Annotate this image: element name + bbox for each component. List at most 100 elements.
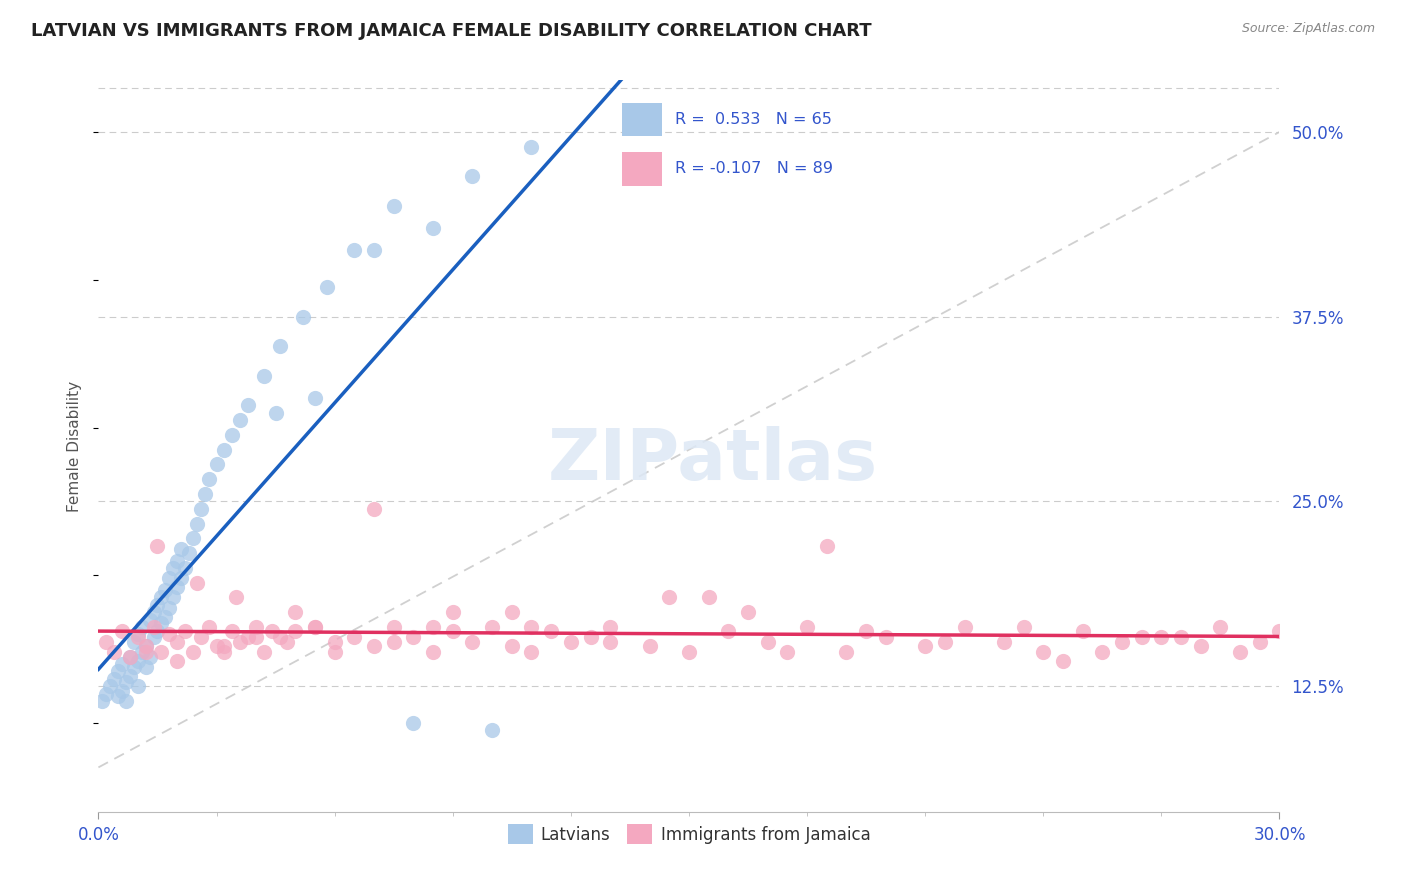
Point [1071,624,1094,639]
Point [756,634,779,648]
Point [599,620,621,634]
Point [162,591,184,605]
Point [1111,634,1133,648]
Point [91,694,114,708]
Point [236,631,259,645]
Point [717,624,740,639]
Point [540,624,562,639]
Point [157,571,180,585]
Point [260,624,283,639]
Point [461,169,484,184]
Point [776,645,799,659]
Point [181,645,204,659]
Point [146,539,169,553]
Point [579,631,602,645]
Point [363,639,385,653]
Point [214,645,236,659]
Point [402,631,425,645]
Point [402,716,425,731]
Point [1130,631,1153,645]
Point [815,539,838,553]
Text: Source: ZipAtlas.com: Source: ZipAtlas.com [1241,22,1375,36]
Point [135,639,157,653]
Point [96,686,118,700]
Point [284,605,307,619]
Point [1268,624,1291,639]
Point [382,199,405,213]
Point [1091,645,1114,659]
Point [115,694,138,708]
Point [111,683,134,698]
Point [166,580,188,594]
Point [170,541,193,556]
Legend: Latvians, Immigrants from Jamaica: Latvians, Immigrants from Jamaica [501,817,877,851]
Point [205,639,228,653]
Point [118,669,141,683]
Point [441,624,464,639]
Point [118,649,141,664]
Text: LATVIAN VS IMMIGRANTS FROM JAMAICA FEMALE DISABILITY CORRELATION CHART: LATVIAN VS IMMIGRANTS FROM JAMAICA FEMAL… [31,22,872,40]
Point [422,620,444,634]
Point [186,516,208,531]
Point [142,631,165,645]
Point [284,624,307,639]
Point [194,487,217,501]
Point [155,609,177,624]
Point [382,634,405,648]
Point [190,631,212,645]
Point [96,634,118,648]
Point [461,634,484,648]
Point [422,221,444,235]
Point [315,280,337,294]
Point [225,591,247,605]
Point [111,624,134,639]
Point [150,615,173,630]
Point [1150,631,1173,645]
Point [560,634,582,648]
Point [107,665,129,679]
Point [323,634,346,648]
Point [131,620,153,634]
Point [1170,631,1192,645]
Point [229,413,252,427]
Point [914,639,936,653]
Point [142,605,165,619]
Point [269,339,291,353]
Point [855,624,877,639]
Point [253,645,276,659]
Point [269,631,291,645]
Point [214,639,236,653]
Point [875,631,897,645]
Point [127,679,149,693]
Point [520,620,543,634]
Point [150,591,173,605]
Point [1229,645,1251,659]
Point [138,613,160,627]
Point [127,631,149,645]
Point [245,631,267,645]
Point [174,561,197,575]
Point [236,398,259,412]
Point [135,639,157,653]
Point [107,690,129,704]
Point [253,368,276,383]
Point [122,660,145,674]
Point [363,501,385,516]
Point [166,654,188,668]
Point [1189,639,1212,653]
Point [501,639,523,653]
Point [953,620,976,634]
Point [481,620,503,634]
Point [98,679,121,693]
Point [1052,654,1074,668]
Point [135,660,157,674]
Point [638,639,661,653]
Point [157,627,180,641]
Point [363,244,385,258]
Point [190,501,212,516]
Point [138,649,160,664]
Point [214,442,236,457]
Point [796,620,818,634]
Point [127,654,149,668]
Point [520,645,543,659]
